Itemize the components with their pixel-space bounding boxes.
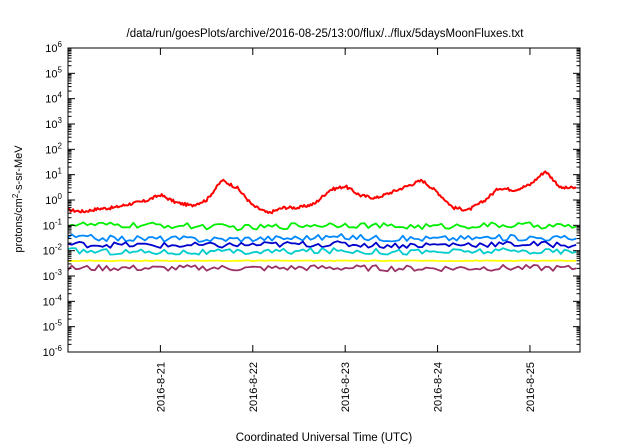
series-line [68, 264, 577, 273]
series-line [68, 221, 577, 232]
series-line [68, 247, 577, 256]
y-tick-label: 10-4 [43, 293, 63, 308]
x-tick-label: 2016-8-21 [155, 362, 167, 412]
y-tick-label: 101 [45, 167, 62, 182]
x-tick-label: 2016-8-25 [525, 362, 537, 412]
x-tick-label: 2016-8-23 [340, 362, 352, 412]
y-tick-label: 10-6 [43, 344, 63, 359]
y-axis-label: protons/cm2-s-sr-MeV [11, 145, 25, 253]
y-tick-label: 10-5 [43, 319, 63, 334]
x-tick-label: 2016-8-22 [248, 362, 260, 412]
y-tick-label: 10-1 [43, 217, 63, 232]
y-tick-label: 10-2 [43, 243, 63, 258]
x-tick-label: 2016-8-24 [433, 362, 445, 412]
y-tick-label: 100 [45, 192, 62, 207]
series-line [68, 233, 577, 243]
y-tick-label: 102 [45, 141, 62, 156]
series-line [68, 259, 577, 262]
y-tick-label: 10-3 [43, 268, 63, 283]
y-tick-label: 103 [45, 116, 62, 131]
chart-title: /data/run/goesPlots/archive/2016-08-25/1… [127, 28, 525, 40]
y-tick-label: 105 [45, 65, 62, 80]
plot-area [68, 170, 577, 273]
y-tick-label: 106 [45, 40, 62, 55]
series-line [68, 170, 577, 215]
series-line [68, 240, 577, 250]
axes: 106 105 104 103 102 101 100 10-1 10-2 10-3 10-4 10-… [43, 40, 581, 412]
x-axis-label: Coordinated Universal Time (UTC) [236, 432, 413, 444]
y-tick-label: 104 [45, 91, 62, 106]
